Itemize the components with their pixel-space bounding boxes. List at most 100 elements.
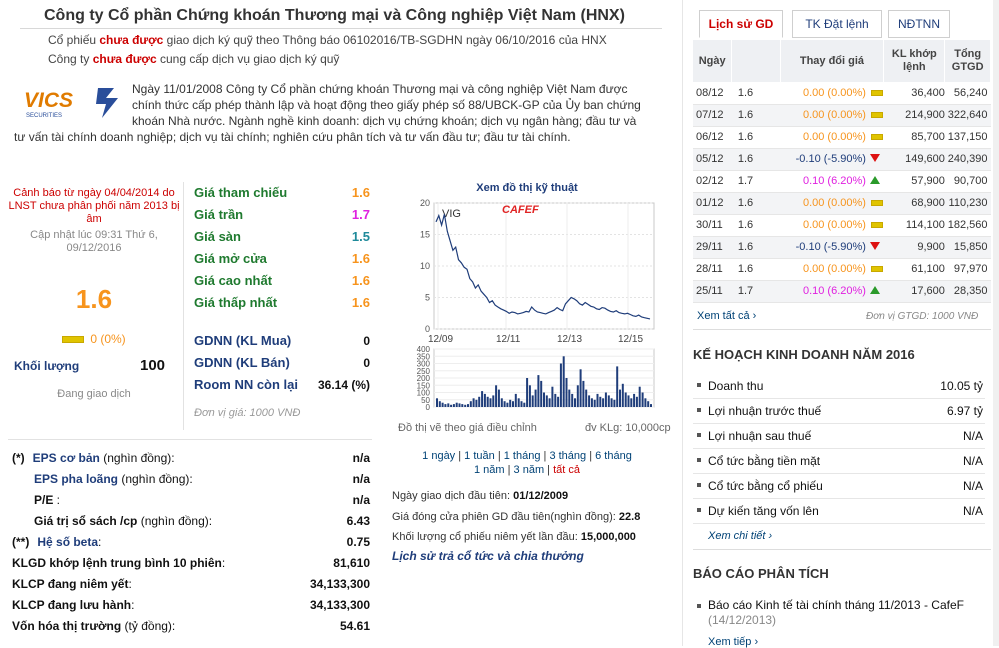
- header-volume: KL khớp lệnh: [883, 40, 946, 82]
- bullet-icon: [697, 458, 701, 462]
- row-date: 29/11: [693, 236, 732, 259]
- row-change: -0.10 (-5.90%): [780, 148, 868, 171]
- fundamental-value: n/a: [352, 493, 370, 507]
- bullet-icon: [697, 433, 701, 437]
- volume-bar: [450, 404, 453, 407]
- table-row: 01/12 1.6 0.00 (0.00%) 68,900 110,230: [693, 192, 991, 215]
- range-link[interactable]: 1 năm: [473, 464, 505, 476]
- volume-bar: [633, 393, 636, 407]
- analysis-report-item[interactable]: Báo cáo Kinh tế tài chính tháng 11/2013 …: [693, 598, 985, 628]
- volume-bar: [520, 401, 523, 407]
- price-value: 1.7: [351, 207, 370, 222]
- range-link[interactable]: 3 tháng: [549, 450, 587, 462]
- foreign-label: GDNN (KL Mua): [194, 333, 292, 348]
- range-separator: |: [544, 464, 554, 476]
- row-volume: 149,600: [883, 148, 945, 171]
- section-divider: [693, 329, 991, 330]
- table-row: 30/11 1.6 0.00 (0.00%) 114,100 182,560: [693, 214, 991, 237]
- row-change: 0.10 (6.20%): [780, 170, 868, 193]
- page-scrollbar[interactable]: [993, 0, 999, 646]
- volume-bar: [545, 395, 548, 407]
- plan-value: N/A: [962, 479, 983, 493]
- first-trade-date: Ngày giao dịch đầu tiên: 01/12/2009: [392, 490, 569, 502]
- volume-bar: [441, 402, 444, 407]
- price-label: Giá trần: [194, 207, 244, 222]
- bullet-icon: [697, 408, 701, 412]
- volume-bar: [469, 401, 472, 407]
- row-date: 07/12: [693, 104, 732, 127]
- fundamental-row: (*) EPS cơ bản (nghìn đồng): n/a: [12, 451, 370, 471]
- row-date: 06/12: [693, 126, 732, 149]
- volume-bar: [574, 398, 576, 407]
- fundamental-name: KLCP đang lưu hành: [12, 598, 132, 612]
- analysis-more-link[interactable]: Xem tiếp ›: [708, 636, 759, 648]
- bullet-icon: [697, 604, 701, 608]
- plan-value: N/A: [962, 454, 983, 468]
- price-label: Giá sàn: [194, 229, 241, 244]
- volume-bar: [540, 380, 543, 407]
- row-volume: 36,400: [883, 82, 945, 105]
- arrow-up-icon: [869, 286, 880, 294]
- price-tick-label: 20: [420, 198, 430, 208]
- volume-bar: [641, 392, 644, 407]
- volume-bar: [509, 399, 512, 408]
- range-link[interactable]: 6 tháng: [595, 450, 632, 462]
- price-tick-label: 5: [425, 293, 430, 303]
- row-change: 0.00 (0.00%): [780, 214, 868, 237]
- dividend-history-link[interactable]: Lịch sử trả cổ tức và chia thưởng: [392, 549, 584, 563]
- volume-bar: [548, 398, 551, 407]
- volume-tick-label: 250: [417, 367, 431, 376]
- row-volume: 9,900: [883, 236, 945, 259]
- range-separator: |: [540, 450, 550, 462]
- tab-trading-history[interactable]: Lịch sử GD: [699, 10, 783, 38]
- row-change: 0.00 (0.00%): [780, 258, 868, 281]
- price-series-line: [435, 213, 651, 320]
- volume-tick-label: 150: [417, 381, 431, 390]
- range-link[interactable]: 3 năm: [513, 464, 545, 476]
- volume-bar: [576, 385, 579, 408]
- volume-bar: [537, 375, 540, 407]
- company-title: Công ty Cổ phần Chứng khoán Thương mại v…: [44, 7, 625, 24]
- plan-row: Cổ tức bằng tiền mặt N/A: [693, 449, 985, 474]
- volume-bar: [571, 393, 574, 407]
- fundamental-label: P/E :: [12, 493, 60, 507]
- plan-label: Cổ tức bằng tiền mặt: [708, 454, 821, 468]
- tab-foreign-investors[interactable]: NĐTNN: [888, 10, 950, 38]
- row-price: 1.6: [731, 148, 781, 171]
- fundamental-row: EPS pha loãng (nghìn đồng): n/a: [12, 472, 370, 492]
- volume-bar: [568, 389, 571, 407]
- logo-mark-icon: [96, 88, 118, 118]
- range-separator: |: [455, 450, 465, 462]
- range-link[interactable]: tất cả: [553, 464, 581, 476]
- tab-order-stats[interactable]: TK Đặt lệnh: [792, 10, 882, 38]
- volume-value: 100: [140, 357, 166, 374]
- table-header-row: Ngày Thay đổi giá KL khớp lệnh Tổng GTGD: [693, 40, 991, 82]
- plan-details-link[interactable]: Xem chi tiết ›: [708, 530, 773, 542]
- see-all-history-link[interactable]: Xem tất cả ›: [697, 310, 757, 322]
- range-separator: |: [586, 450, 596, 462]
- range-link[interactable]: 1 ngày: [422, 450, 456, 462]
- row-price: 1.6: [731, 236, 781, 259]
- volume-bar: [503, 401, 506, 407]
- fundamental-value: 81,610: [333, 556, 370, 570]
- row-total-value: 90,700: [944, 170, 991, 193]
- chart-volume-unit: đv KLg: 10,000cp: [585, 422, 671, 434]
- arrow-up-icon: [869, 176, 880, 184]
- technical-chart-link[interactable]: Xem đồ thị kỹ thuật: [476, 182, 578, 194]
- row-direction: [867, 280, 884, 303]
- volume-tick-label: 100: [417, 389, 431, 398]
- range-link[interactable]: 1 tuần: [464, 450, 495, 462]
- row-total-value: 28,350: [944, 280, 991, 303]
- fundamental-suffix: :: [128, 577, 132, 591]
- fundamental-prefix: (**): [12, 535, 30, 549]
- row-volume: 57,900: [883, 170, 945, 193]
- range-link[interactable]: 1 tháng: [503, 450, 541, 462]
- row-direction: [867, 126, 884, 149]
- fundamental-value: 54.61: [339, 619, 370, 633]
- volume-bar: [512, 401, 514, 407]
- plan-row: Lợi nhuận sau thuế N/A: [693, 424, 985, 449]
- volume-bar: [607, 395, 610, 407]
- fundamentals-divider: [8, 439, 372, 440]
- x-tick-label: 12/13: [557, 334, 582, 345]
